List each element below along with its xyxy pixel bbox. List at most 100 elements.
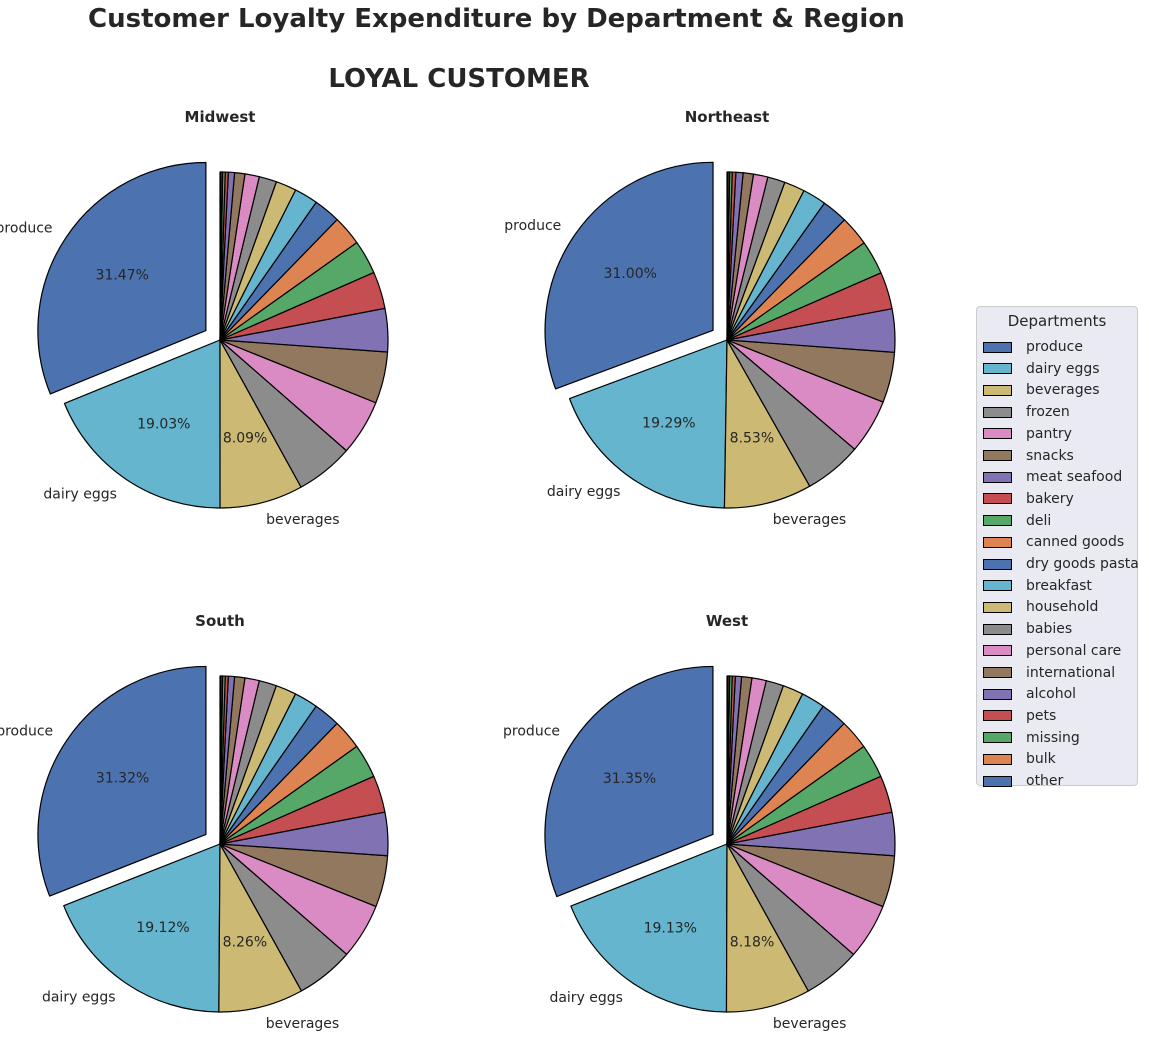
percent-label: 31.35%: [603, 771, 656, 787]
percent-label: 8.53%: [730, 431, 774, 447]
legend-item: meat seafood: [983, 467, 1122, 487]
pie-northeast: Northeast 31.00% produce 19.29% dairy eggs 8.…: [504, 108, 896, 528]
legend-item: frozen: [983, 402, 1070, 422]
legend-item: other: [983, 771, 1063, 791]
slice-produce: [37, 161, 207, 395]
pie-title: West: [706, 612, 748, 630]
percent-label: 19.03%: [137, 417, 190, 433]
legend-label: babies: [1026, 621, 1073, 638]
slice-dairy-eggs: [63, 339, 221, 509]
legend-item: breakfast: [983, 576, 1092, 596]
legend-label: beverages: [1026, 382, 1100, 399]
legend-label: frozen: [1026, 404, 1070, 421]
figure-subtitle: LOYAL CUSTOMER: [328, 64, 590, 94]
legend-label: international: [1026, 664, 1116, 681]
slice-label: dairy eggs: [43, 486, 117, 502]
legend-item: canned goods: [983, 532, 1124, 552]
legend-label: other: [1026, 773, 1064, 789]
legend-item: missing: [983, 728, 1080, 748]
slice-beverages: [723, 339, 811, 509]
legend-swatch: [983, 645, 1012, 657]
legend-swatch: [983, 623, 1012, 635]
pie-west: West 31.35% produce 19.13% dairy eggs 8.18% be…: [503, 612, 896, 1032]
legend-item: deli: [983, 511, 1051, 531]
legend-label: missing: [1026, 729, 1080, 746]
legend-item: international: [983, 663, 1115, 683]
legend-label: pets: [1026, 707, 1057, 724]
slice-label: beverages: [773, 512, 847, 528]
percent-label: 31.00%: [604, 266, 657, 282]
legend-label: snacks: [1026, 447, 1074, 464]
legend-item: snacks: [983, 446, 1074, 466]
pie-midwest: Midwest 31.47% produce 19.03% dairy eggs 8.09…: [0, 108, 389, 528]
legend-swatch: [983, 601, 1012, 613]
pie-title: Midwest: [185, 108, 256, 126]
legend-swatch: [983, 406, 1012, 418]
legend-label: household: [1026, 599, 1099, 616]
legend-label: alcohol: [1026, 686, 1077, 703]
legend-swatch: [983, 471, 1012, 483]
legend-title: Departments: [1007, 312, 1107, 330]
slice-other: [726, 675, 729, 845]
legend-label: pantry: [1026, 425, 1072, 442]
slice-label: produce: [504, 218, 561, 234]
legend-label: produce: [1026, 339, 1083, 355]
slice-dairy-eggs: [570, 843, 728, 1013]
legend-item: household: [983, 597, 1098, 617]
percent-label: 19.13%: [644, 920, 697, 936]
pie-title: Northeast: [685, 108, 770, 126]
legend-label: meat seafood: [1026, 469, 1123, 486]
legend-label: dry goods pasta: [1026, 556, 1139, 572]
legend-item: produce: [983, 337, 1083, 357]
legend-item: dairy eggs: [983, 359, 1100, 379]
pie-south: South 31.32% produce 19.12% dairy eggs 8.26% b…: [0, 612, 389, 1032]
slice-produce: [544, 161, 714, 390]
percent-label: 31.32%: [96, 771, 149, 787]
slice-label: produce: [503, 724, 560, 740]
legend-label: personal care: [1026, 642, 1122, 659]
legend-item: bulk: [983, 749, 1056, 769]
legend-swatch: [983, 710, 1012, 722]
legend-swatch: [983, 536, 1012, 548]
legend-swatch: [983, 688, 1012, 700]
legend-swatch: [983, 775, 1012, 787]
pie-title: South: [195, 612, 245, 630]
slice-other: [219, 171, 222, 341]
legend-swatch: [983, 428, 1012, 440]
legend-swatch: [983, 732, 1012, 744]
legend-label: bulk: [1026, 751, 1056, 768]
legend-item: babies: [983, 619, 1072, 639]
legend-item: bakery: [983, 489, 1074, 509]
slice-label: beverages: [773, 1016, 847, 1032]
slice-label: dairy eggs: [42, 989, 116, 1005]
slice-other: [219, 675, 222, 845]
slice-label: beverages: [266, 512, 340, 528]
legend-label: canned goods: [1026, 534, 1125, 551]
legend-swatch: [983, 493, 1012, 505]
slice-dairy-eggs: [568, 339, 728, 509]
legend-swatch: [983, 558, 1012, 570]
slice-label: dairy eggs: [549, 990, 623, 1006]
legend-label: deli: [1026, 512, 1052, 529]
legend-swatch: [983, 384, 1012, 396]
percent-label: 19.12%: [136, 920, 189, 936]
percent-label: 31.47%: [96, 267, 149, 283]
legend-item: beverages: [983, 380, 1100, 400]
percent-label: 8.18%: [730, 935, 774, 951]
legend-swatch: [983, 363, 1012, 375]
legend-swatch: [983, 515, 1012, 527]
legend-swatch: [983, 580, 1012, 592]
slice-produce: [544, 665, 714, 898]
percent-label: 19.29%: [642, 415, 695, 431]
legend-swatch: [983, 450, 1012, 461]
slice-label: produce: [0, 220, 53, 236]
slice-dairy-eggs: [63, 843, 221, 1013]
legend-label: dairy eggs: [1026, 360, 1100, 377]
legend-item: alcohol: [983, 684, 1076, 704]
slice-label: dairy eggs: [547, 484, 621, 500]
figure-title: Customer Loyalty Expenditure by Departme…: [88, 4, 905, 34]
percent-label: 8.09%: [223, 431, 267, 447]
legend-swatch: [983, 341, 1012, 353]
percent-label: 8.26%: [223, 935, 267, 951]
